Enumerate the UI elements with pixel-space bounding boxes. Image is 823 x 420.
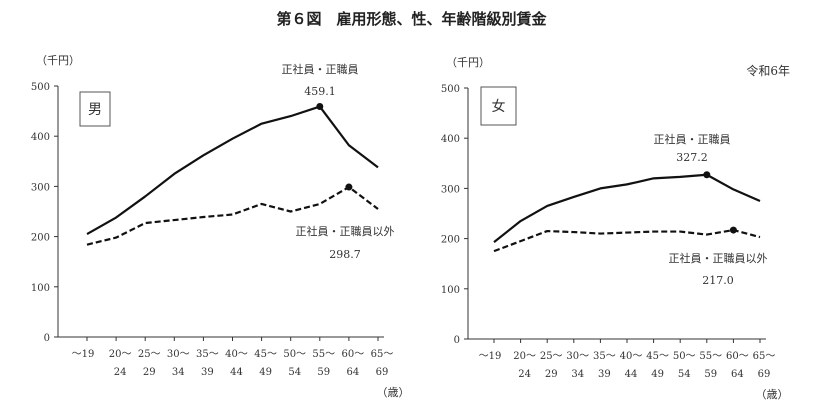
x-tick-label: 30～ bbox=[167, 349, 190, 360]
series-label: 正社員・正職員 bbox=[282, 62, 359, 76]
x-tick-label: 45～ bbox=[254, 349, 277, 360]
y-tick-label: 400 bbox=[441, 134, 460, 145]
x-axis-unit: （歳） bbox=[377, 386, 410, 399]
x-tick-label: 35～ bbox=[593, 351, 616, 362]
x-tick-label: 40～ bbox=[225, 349, 248, 360]
y-tick-label: 500 bbox=[31, 82, 50, 93]
peak-value-label: 298.7 bbox=[329, 248, 361, 261]
panel-label-box bbox=[480, 86, 517, 126]
x-tick-label: ～19 bbox=[72, 349, 95, 360]
y-tick-label: 100 bbox=[31, 283, 50, 294]
peak-value-label: 327.2 bbox=[676, 151, 708, 164]
x-tick-label: 55～ bbox=[312, 349, 335, 360]
x-tick-label-sub: 69 bbox=[758, 369, 771, 380]
x-tick-label-sub: 49 bbox=[651, 369, 664, 380]
x-tick-label-sub: 24 bbox=[518, 369, 531, 380]
x-tick-label-sub: 64 bbox=[347, 367, 360, 378]
x-tick-label: 55～ bbox=[699, 351, 722, 362]
y-tick-label: 0 bbox=[44, 333, 50, 344]
x-tick-label: 20～ bbox=[513, 351, 536, 362]
series-line-non-regular bbox=[493, 228, 761, 253]
series-line-regular bbox=[86, 105, 379, 236]
x-tick-label-sub: 49 bbox=[259, 367, 272, 378]
y-tick-label: 400 bbox=[31, 132, 50, 143]
x-tick-label: 30～ bbox=[566, 351, 589, 362]
x-tick-label-sub: 44 bbox=[230, 367, 243, 378]
peak-marker bbox=[729, 226, 737, 234]
x-tick-label-sub: 54 bbox=[288, 367, 301, 378]
y-axis-unit: （千円） bbox=[36, 54, 80, 67]
x-tick-label-sub: 69 bbox=[376, 367, 389, 378]
y-tick-label: 500 bbox=[441, 84, 460, 95]
x-tick-label-sub: 54 bbox=[678, 369, 691, 380]
y-axis-unit: （千円） bbox=[446, 56, 490, 69]
x-tick-label-sub: 59 bbox=[704, 369, 717, 380]
panel-label-box bbox=[79, 91, 111, 127]
series-label: 正社員・正職員以外 bbox=[296, 224, 395, 238]
x-tick-label-sub: 59 bbox=[317, 367, 330, 378]
x-tick-label: 65～ bbox=[371, 349, 394, 360]
x-tick-label-sub: 24 bbox=[114, 367, 127, 378]
x-tick-label: 45～ bbox=[646, 351, 669, 362]
x-tick-label-sub: 39 bbox=[201, 367, 214, 378]
peak-marker bbox=[345, 183, 353, 191]
panel-label: 男 bbox=[88, 102, 102, 118]
y-tick-label: 100 bbox=[441, 285, 460, 296]
series-label: 正社員・正職員以外 bbox=[669, 251, 768, 265]
y-tick-label: 300 bbox=[441, 184, 460, 195]
x-tick-label: 60～ bbox=[342, 349, 365, 360]
peak-value-label: 217.0 bbox=[702, 274, 734, 287]
y-tick-label: 300 bbox=[31, 182, 50, 193]
x-tick-label: 25～ bbox=[138, 349, 161, 360]
x-tick-label: 35～ bbox=[196, 349, 219, 360]
peak-marker bbox=[703, 171, 711, 179]
x-tick-label: 40～ bbox=[620, 351, 643, 362]
y-tick-label: 200 bbox=[441, 235, 460, 246]
x-tick-label: 50～ bbox=[673, 351, 696, 362]
y-tick-label: 0 bbox=[454, 335, 460, 346]
series-line-non-regular bbox=[86, 185, 379, 246]
x-tick-label: 60～ bbox=[726, 351, 749, 362]
y-tick-label: 200 bbox=[31, 233, 50, 244]
peak-marker bbox=[316, 103, 324, 111]
peak-value-label: 459.1 bbox=[304, 85, 336, 98]
x-tick-label-sub: 39 bbox=[598, 369, 611, 380]
x-tick-label-sub: 34 bbox=[172, 367, 185, 378]
year-note: 令和6年 bbox=[746, 63, 790, 78]
x-tick-label: 65～ bbox=[753, 351, 776, 362]
x-tick-label-sub: 44 bbox=[625, 369, 638, 380]
series-line-regular bbox=[493, 173, 761, 243]
x-tick-label: 25～ bbox=[540, 351, 563, 362]
x-tick-label-sub: 34 bbox=[571, 369, 584, 380]
figure-title: 第６図 雇用形態、性、年齢階級別賃金 bbox=[276, 10, 547, 28]
x-tick-label: 20～ bbox=[109, 349, 132, 360]
x-tick-label: 50～ bbox=[283, 349, 306, 360]
x-tick-label-sub: 64 bbox=[731, 369, 744, 380]
panel-label: 女 bbox=[492, 98, 506, 115]
x-tick-label-sub: 29 bbox=[545, 369, 558, 380]
x-tick-label: ～19 bbox=[479, 351, 502, 362]
series-label: 正社員・正職員 bbox=[654, 132, 731, 146]
x-tick-label-sub: 29 bbox=[143, 367, 156, 378]
x-axis-unit: （歳） bbox=[756, 388, 789, 401]
